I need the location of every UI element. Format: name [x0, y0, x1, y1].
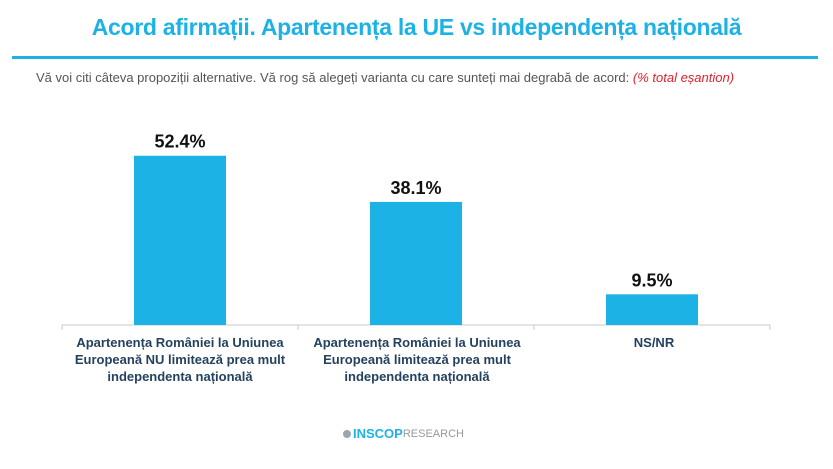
- bar: [134, 155, 226, 325]
- logo-text-research: RESEARCH: [402, 427, 464, 440]
- subtitle-note: (% total eșantion): [632, 70, 735, 85]
- data-label: 52.4%: [154, 132, 205, 152]
- data-label: 9.5%: [631, 270, 672, 290]
- subtitle-text: Vă voi citi câteva propoziții alternativ…: [36, 70, 633, 85]
- inscop-logo: INSCOP RESEARCH: [343, 426, 464, 441]
- category-label: Apartenența României la Uniunea European…: [313, 335, 521, 384]
- logo-text-inscop: INSCOP: [353, 426, 403, 441]
- title-divider: [12, 56, 818, 59]
- bar: [370, 201, 462, 325]
- category-label: Apartenența României la Uniunea European…: [74, 335, 286, 384]
- chart-title: Acord afirmații. Apartenența la UE vs in…: [91, 14, 742, 40]
- data-label: 38.1%: [390, 178, 441, 198]
- category-label: NS/NR: [633, 335, 675, 350]
- chart-subtitle: Vă voi citi câteva propoziții alternativ…: [36, 68, 796, 87]
- logo-icon: [343, 429, 351, 438]
- bar: [606, 294, 698, 325]
